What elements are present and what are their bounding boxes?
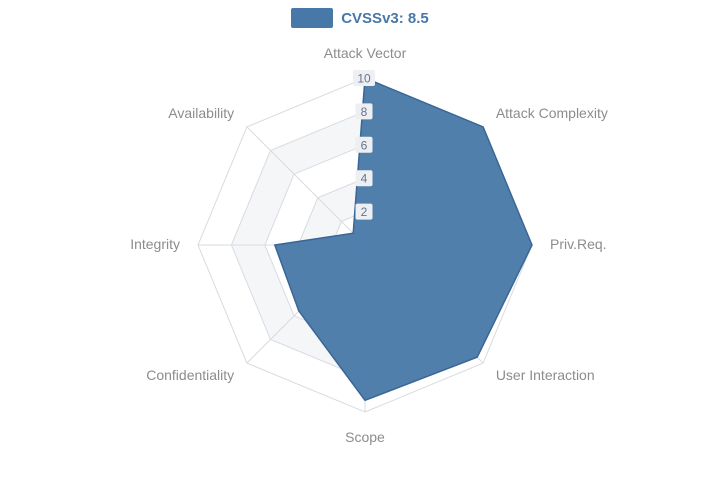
axis-label-availability: Availability <box>168 105 234 121</box>
axis-label-integrity: Integrity <box>130 236 180 252</box>
legend[interactable]: CVSSv3: 8.5 <box>0 8 720 28</box>
legend-swatch <box>291 8 334 28</box>
axis-label-scope: Scope <box>345 429 385 445</box>
radar-series-polygon[interactable] <box>274 77 533 402</box>
axis-label-priv-req: Priv.Req. <box>550 236 607 252</box>
tick-box <box>353 70 375 86</box>
tick-label: 2 <box>361 205 368 219</box>
tick-box <box>355 136 373 153</box>
legend-label: CVSSv3: 8.5 <box>341 9 429 27</box>
radial-tick-labels: 2 4 6 8 10 <box>353 70 375 220</box>
tick-label: 8 <box>361 105 368 119</box>
tick-label: 10 <box>357 72 371 86</box>
axis-label-user-interaction: User Interaction <box>496 367 595 383</box>
tick-label: 4 <box>361 172 368 186</box>
tick-label: 6 <box>361 138 368 152</box>
tick-box <box>355 170 373 187</box>
tick-box <box>355 203 373 220</box>
axis-label-attack-complexity: Attack Complexity <box>496 105 608 121</box>
axis-label-confidentiality: Confidentiality <box>146 367 234 383</box>
axis-label-attack-vector: Attack Vector <box>324 45 407 61</box>
axis-labels: Attack Vector Attack Complexity Priv.Req. U… <box>130 45 608 445</box>
tick-box <box>355 103 373 120</box>
grid-spoke <box>246 126 366 246</box>
